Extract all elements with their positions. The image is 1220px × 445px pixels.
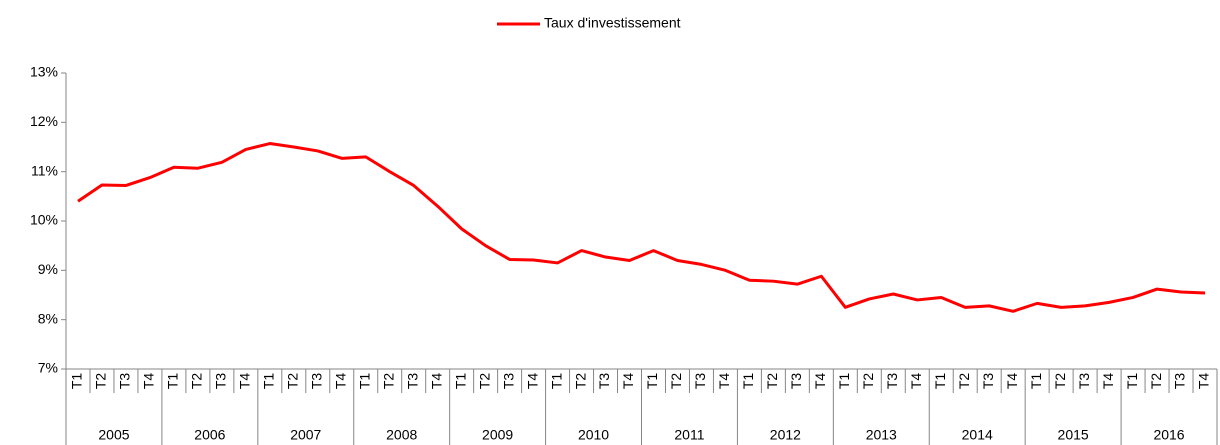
x-group-label: 2005 — [98, 427, 129, 443]
x-tick-label: T4 — [428, 373, 444, 390]
x-tick-label: T3 — [308, 373, 324, 390]
x-tick-label: T1 — [69, 373, 85, 390]
x-tick-label: T3 — [980, 373, 996, 390]
x-tick-label: T3 — [500, 373, 516, 390]
x-group-label: 2010 — [578, 427, 609, 443]
x-tick-label: T2 — [1052, 373, 1068, 390]
x-tick-label: T4 — [812, 373, 828, 390]
x-tick-label: T2 — [1148, 373, 1164, 390]
x-tick-label: T4 — [332, 373, 348, 390]
x-tick-label: T1 — [165, 373, 181, 390]
data-line — [77, 142, 1206, 313]
x-tick-label: T4 — [1196, 373, 1212, 390]
x-tick-label: T1 — [452, 373, 468, 390]
x-tick-label: T4 — [1004, 373, 1020, 390]
x-tick-label: T1 — [932, 373, 948, 390]
x-tick-label: T3 — [404, 373, 420, 390]
x-tick-label: T4 — [716, 373, 732, 390]
x-tick-label: T1 — [356, 373, 372, 390]
x-group-label: 2007 — [290, 427, 321, 443]
y-tick-label: 9% — [38, 261, 58, 277]
x-tick-label: T2 — [380, 373, 396, 390]
x-tick-label: T4 — [1100, 373, 1116, 390]
x-tick-label: T2 — [93, 373, 109, 390]
x-tick-label: T1 — [836, 373, 852, 390]
x-group-label: 2008 — [386, 427, 417, 443]
y-tick-label: 11% — [31, 162, 58, 178]
x-group-label: 2016 — [1153, 427, 1184, 443]
x-tick-label: T3 — [788, 373, 804, 390]
y-tick-label: 12% — [30, 113, 58, 129]
x-tick-label: T2 — [285, 373, 301, 390]
x-tick-label: T2 — [668, 373, 684, 390]
x-group-label: 2013 — [866, 427, 897, 443]
x-group-label: 2011 — [674, 427, 704, 443]
x-tick-label: T3 — [596, 373, 612, 390]
x-tick-label: T3 — [692, 373, 708, 390]
x-tick-label: T2 — [476, 373, 492, 390]
x-tick-label: T4 — [908, 373, 924, 390]
x-tick-label: T4 — [237, 373, 253, 390]
x-group-label: 2006 — [194, 427, 225, 443]
x-tick-label: T1 — [261, 373, 277, 390]
x-tick-label: T2 — [189, 373, 205, 390]
x-tick-label: T4 — [620, 373, 636, 390]
x-tick-label: T4 — [141, 373, 157, 390]
x-tick-label: T3 — [1076, 373, 1092, 390]
x-tick-label: T3 — [1172, 373, 1188, 390]
x-group-label: 2014 — [962, 427, 993, 443]
x-tick-label: T1 — [548, 373, 564, 390]
x-tick-label: T1 — [1124, 373, 1140, 390]
x-group-label: 2015 — [1058, 427, 1089, 443]
x-tick-label: T3 — [213, 373, 229, 390]
x-tick-label: T1 — [644, 373, 660, 390]
y-tick-label: 7% — [38, 360, 58, 376]
y-tick-label: 10% — [30, 212, 58, 228]
x-tick-label: T2 — [572, 373, 588, 390]
x-tick-label: T3 — [117, 373, 133, 390]
x-tick-label: T4 — [524, 373, 540, 390]
x-tick-label: T1 — [740, 373, 756, 390]
x-group-label: 2009 — [482, 427, 513, 443]
x-tick-label: T3 — [884, 373, 900, 390]
x-tick-label: T2 — [956, 373, 972, 390]
x-tick-label: T1 — [1028, 373, 1044, 390]
legend-label: Taux d'investissement — [544, 15, 681, 31]
x-group-label: 2012 — [770, 427, 801, 443]
y-tick-label: 13% — [30, 64, 58, 80]
x-tick-label: T2 — [764, 373, 780, 390]
y-tick-label: 8% — [38, 310, 58, 326]
x-tick-label: T2 — [860, 373, 876, 390]
